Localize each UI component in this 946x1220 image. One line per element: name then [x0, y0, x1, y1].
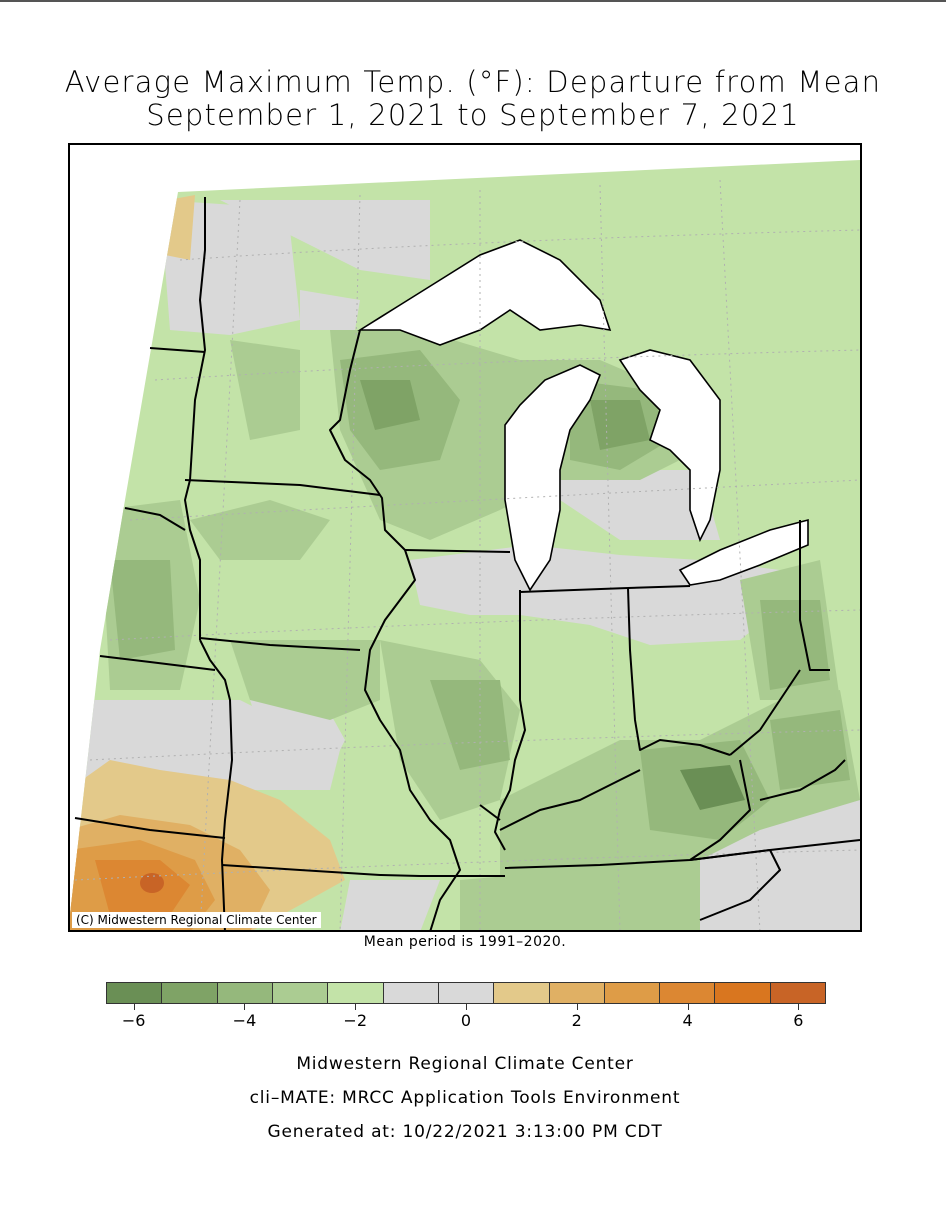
top-border	[0, 0, 946, 2]
lake-huron	[618, 349, 721, 543]
footer-org: Midwestern Regional Climate Center	[296, 1054, 634, 1074]
temperature-departure-map	[68, 143, 862, 933]
legend-swatch	[494, 983, 550, 1003]
color-legend	[106, 982, 826, 1004]
lake-superior	[357, 239, 612, 346]
legend-swatch	[272, 983, 329, 1003]
state-boundaries	[74, 197, 861, 933]
legend-tick-mark	[355, 1004, 357, 1010]
legend-swatch	[107, 983, 163, 1003]
legend-tick-label: −2	[343, 1011, 368, 1030]
legend-swatch	[660, 983, 716, 1003]
legend-swatch	[715, 983, 771, 1003]
legend-tick-label: 2	[571, 1011, 582, 1030]
map-title: Average Maximum Temp. (°F): Departure fr…	[64, 65, 882, 99]
legend-swatch	[383, 983, 439, 1003]
legend-tick-mark	[133, 1004, 135, 1010]
legend-tick-label: −6	[121, 1011, 146, 1030]
map-subtitle-dates: September 1, 2021 to September 7, 2021	[146, 98, 800, 132]
lake-erie	[678, 518, 809, 586]
legend-tick-mark	[798, 1004, 800, 1010]
legend-tick-label: 6	[793, 1011, 804, 1030]
legend-swatch	[770, 983, 826, 1003]
shaded-field	[68, 160, 860, 932]
lake-michigan	[504, 364, 602, 592]
map-panel	[68, 143, 862, 933]
legend-swatch	[438, 983, 495, 1003]
legend-tick-mark	[466, 1004, 467, 1010]
legend-swatch	[604, 983, 661, 1003]
legend-swatch	[217, 983, 273, 1003]
map-border	[68, 143, 862, 932]
footer-tool: cli–MATE: MRCC Application Tools Environ…	[249, 1088, 681, 1108]
map-credit: (C) Midwestern Regional Climate Center	[72, 912, 321, 928]
legend-tick-mark	[576, 1004, 578, 1010]
legend-swatch	[162, 983, 218, 1003]
legend-tick-label: −4	[232, 1011, 257, 1030]
legend-tick-label: 0	[460, 1011, 472, 1030]
legend-swatch	[328, 983, 384, 1003]
great-lakes	[357, 239, 809, 592]
legend-swatch	[549, 983, 605, 1003]
mean-period-note: Mean period is 1991–2020.	[363, 934, 567, 950]
footer-generated: Generated at: 10/22/2021 3:13:00 PM CDT	[267, 1122, 663, 1142]
legend-tick-mark	[244, 1004, 246, 1010]
legend-tick-label: 4	[682, 1011, 693, 1030]
legend-tick-mark	[687, 1004, 689, 1010]
